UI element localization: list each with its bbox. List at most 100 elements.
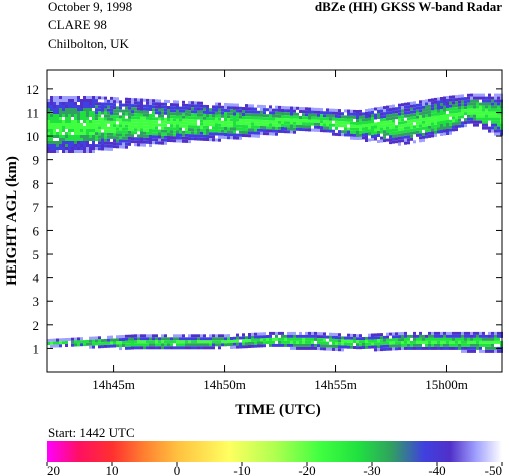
reflectivity-cell xyxy=(446,346,449,350)
reflectivity-cell xyxy=(377,134,380,137)
reflectivity-cell xyxy=(227,334,230,338)
reflectivity-cell xyxy=(164,129,167,133)
reflectivity-cell xyxy=(290,124,293,128)
reflectivity-cell xyxy=(128,334,131,338)
reflectivity-cell xyxy=(170,100,173,104)
reflectivity-cell xyxy=(278,117,281,121)
reflectivity-cell xyxy=(188,334,191,338)
reflectivity-cell xyxy=(437,346,440,350)
reflectivity-cell xyxy=(152,99,155,103)
reflectivity-cell xyxy=(263,114,266,118)
reflectivity-cell xyxy=(203,101,206,105)
reflectivity-cell xyxy=(68,144,71,147)
reflectivity-cell xyxy=(59,120,62,123)
reflectivity-cell xyxy=(218,135,221,139)
reflectivity-cell xyxy=(446,132,449,135)
reflectivity-cell xyxy=(197,334,200,338)
reflectivity-cell xyxy=(230,115,233,119)
reflectivity-cell xyxy=(227,106,230,110)
reflectivity-cell xyxy=(386,338,389,342)
reflectivity-cell xyxy=(416,133,419,137)
reflectivity-cell xyxy=(392,335,395,339)
reflectivity-cell xyxy=(473,349,476,353)
reflectivity-cell xyxy=(491,99,494,103)
reflectivity-cell xyxy=(53,99,56,102)
reflectivity-cell xyxy=(170,133,173,137)
reflectivity-cell xyxy=(494,93,497,97)
reflectivity-cell xyxy=(77,99,80,102)
reflectivity-cell xyxy=(383,335,386,339)
reflectivity-cell xyxy=(326,111,329,115)
reflectivity-cell xyxy=(176,139,179,143)
reflectivity-cell xyxy=(374,122,377,126)
reflectivity-cell xyxy=(335,117,338,121)
reflectivity-cell xyxy=(395,116,398,120)
reflectivity-cell xyxy=(182,346,185,350)
reflectivity-cell xyxy=(365,124,368,127)
reflectivity-cell xyxy=(137,337,140,341)
reflectivity-cell xyxy=(290,130,293,134)
reflectivity-cell xyxy=(242,336,245,340)
reflectivity-cell xyxy=(188,346,191,350)
reflectivity-cell xyxy=(365,112,368,115)
reflectivity-cell xyxy=(305,119,308,123)
reflectivity-cell xyxy=(227,109,230,113)
reflectivity-cell xyxy=(86,147,89,150)
reflectivity-cell xyxy=(311,122,314,126)
reflectivity-cell xyxy=(140,143,143,147)
reflectivity-cell xyxy=(167,109,170,112)
reflectivity-cell xyxy=(152,111,155,115)
reflectivity-cell xyxy=(80,105,83,108)
reflectivity-cell xyxy=(119,124,122,128)
reflectivity-cell xyxy=(260,332,263,336)
reflectivity-cell xyxy=(155,111,158,115)
reflectivity-cell xyxy=(176,115,179,119)
reflectivity-cell xyxy=(230,109,233,113)
reflectivity-cell xyxy=(182,133,185,137)
reflectivity-cell xyxy=(377,110,380,113)
reflectivity-cell xyxy=(473,96,476,100)
reflectivity-cell xyxy=(236,124,239,128)
reflectivity-cell xyxy=(230,334,233,337)
reflectivity-cell xyxy=(383,109,386,113)
reflectivity-cell xyxy=(71,135,74,138)
reflectivity-cell xyxy=(152,126,155,130)
reflectivity-cell xyxy=(425,135,428,139)
reflectivity-cell xyxy=(359,112,362,116)
reflectivity-cell xyxy=(113,103,116,107)
reflectivity-cell xyxy=(293,331,296,335)
reflectivity-cell xyxy=(53,111,56,114)
reflectivity-cell xyxy=(386,111,389,115)
reflectivity-cell xyxy=(50,96,53,99)
reflectivity-cell xyxy=(164,334,167,338)
reflectivity-cell xyxy=(461,331,464,335)
reflectivity-cell xyxy=(71,114,74,117)
reflectivity-cell xyxy=(269,340,272,344)
reflectivity-cell xyxy=(254,332,257,336)
reflectivity-cell xyxy=(173,346,176,350)
reflectivity-cell xyxy=(290,106,293,110)
reflectivity-cell xyxy=(182,337,185,341)
reflectivity-cell xyxy=(482,126,485,130)
reflectivity-cell xyxy=(65,344,68,347)
reflectivity-cell xyxy=(470,334,473,338)
reflectivity-cell xyxy=(233,103,236,107)
reflectivity-cell xyxy=(479,117,482,121)
reflectivity-cell xyxy=(485,111,488,115)
reflectivity-cell xyxy=(83,144,86,147)
reflectivity-cell xyxy=(173,139,176,143)
reflectivity-cell xyxy=(236,115,239,119)
reflectivity-cell xyxy=(203,334,206,338)
reflectivity-cell xyxy=(167,346,170,350)
reflectivity-cell xyxy=(65,132,68,135)
reflectivity-cell xyxy=(77,147,80,150)
reflectivity-cell xyxy=(467,334,470,338)
reflectivity-cell xyxy=(437,337,440,341)
reflectivity-cell xyxy=(419,346,422,350)
reflectivity-cell xyxy=(434,346,437,350)
reflectivity-cell xyxy=(146,143,149,147)
reflectivity-cell xyxy=(266,132,269,136)
reflectivity-field xyxy=(47,93,503,353)
reflectivity-cell xyxy=(410,116,413,120)
reflectivity-cell xyxy=(161,135,164,139)
